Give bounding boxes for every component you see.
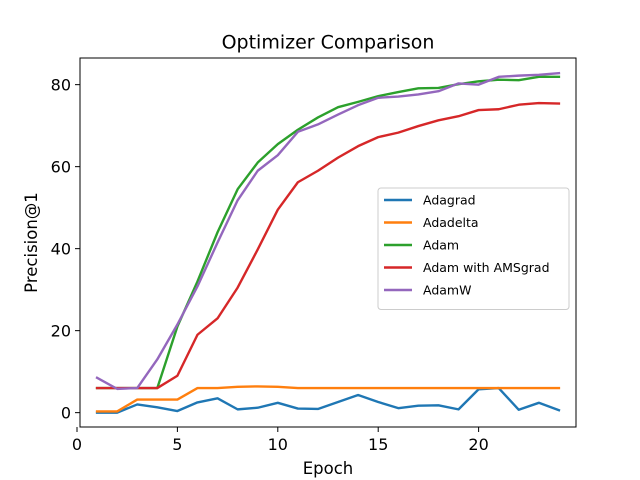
- legend-label-4: AdamW: [423, 283, 471, 298]
- x-tick-label: 15: [368, 435, 388, 454]
- y-tick-label: 60: [51, 158, 71, 177]
- x-axis-title: Epoch: [303, 459, 354, 478]
- plot-frame: [79, 57, 577, 428]
- x-tick-label: 20: [468, 435, 488, 454]
- legend-label-0: Adagrad: [423, 193, 476, 208]
- legend: Adagrad Adadelta Adam Adam with AMSgrad Adam…: [377, 187, 570, 310]
- y-axis-ticks: 0 20 40 60 80: [51, 76, 80, 423]
- x-tick-label: 10: [268, 435, 288, 454]
- chart-title: Optimizer Comparison: [222, 32, 435, 54]
- series-line-4: [95, 71, 561, 391]
- series-line-1: [95, 385, 561, 413]
- y-axis-title: Precision@1: [22, 192, 41, 293]
- y-tick-label: 40: [51, 240, 71, 259]
- x-axis-ticks: 0 5 10 15 20: [72, 427, 489, 454]
- legend-label-1: Adadelta: [423, 215, 479, 230]
- legend-label-2: Adam: [423, 238, 459, 253]
- legend-label-3: Adam with AMSgrad: [423, 260, 550, 275]
- y-tick-label: 20: [51, 322, 71, 341]
- x-tick-label: 0: [72, 435, 82, 454]
- legend-box: [377, 187, 570, 310]
- plot-lines: [95, 71, 561, 414]
- y-tick-label: 0: [61, 404, 71, 423]
- y-tick-label: 80: [51, 76, 71, 95]
- series-line-2: [95, 75, 561, 390]
- series-line-3: [95, 101, 561, 390]
- x-tick-label: 5: [172, 435, 182, 454]
